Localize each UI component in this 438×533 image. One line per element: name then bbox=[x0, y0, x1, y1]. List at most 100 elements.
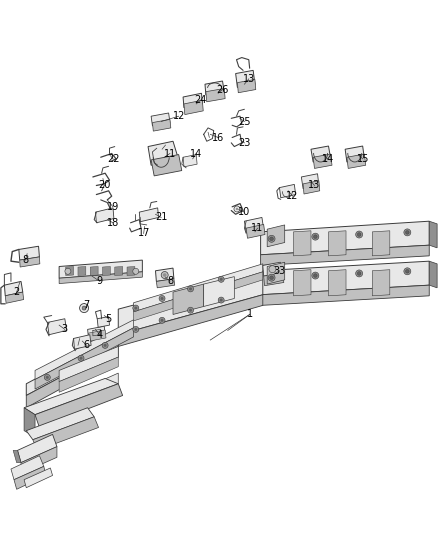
Text: 7: 7 bbox=[84, 300, 90, 310]
Polygon shape bbox=[372, 231, 390, 256]
Polygon shape bbox=[68, 373, 118, 406]
Polygon shape bbox=[151, 113, 170, 126]
Circle shape bbox=[406, 270, 409, 273]
Text: 23: 23 bbox=[238, 138, 251, 148]
Circle shape bbox=[187, 307, 194, 313]
Circle shape bbox=[187, 286, 194, 292]
Polygon shape bbox=[5, 292, 24, 303]
Polygon shape bbox=[59, 260, 142, 278]
Polygon shape bbox=[267, 262, 285, 284]
Polygon shape bbox=[102, 266, 110, 276]
Text: 8: 8 bbox=[167, 277, 173, 286]
Polygon shape bbox=[35, 384, 123, 427]
Text: 1: 1 bbox=[247, 310, 253, 319]
Polygon shape bbox=[35, 328, 134, 389]
Polygon shape bbox=[204, 277, 234, 306]
Polygon shape bbox=[134, 272, 263, 321]
Polygon shape bbox=[139, 208, 159, 222]
Polygon shape bbox=[237, 79, 256, 93]
Polygon shape bbox=[88, 326, 105, 338]
Polygon shape bbox=[74, 335, 91, 349]
Circle shape bbox=[356, 270, 363, 277]
Polygon shape bbox=[205, 81, 224, 95]
Circle shape bbox=[268, 274, 275, 281]
Polygon shape bbox=[372, 270, 390, 296]
Text: 19: 19 bbox=[107, 202, 119, 212]
Polygon shape bbox=[151, 155, 182, 176]
Circle shape bbox=[269, 265, 276, 273]
Text: 21: 21 bbox=[155, 213, 167, 222]
Polygon shape bbox=[59, 272, 142, 284]
Polygon shape bbox=[21, 447, 57, 473]
Circle shape bbox=[78, 355, 84, 361]
Text: 16: 16 bbox=[212, 133, 224, 142]
Circle shape bbox=[406, 231, 409, 234]
Polygon shape bbox=[155, 268, 174, 281]
Polygon shape bbox=[301, 174, 319, 189]
Circle shape bbox=[134, 328, 137, 331]
Polygon shape bbox=[236, 70, 255, 87]
Text: 13: 13 bbox=[308, 181, 321, 190]
Polygon shape bbox=[261, 261, 429, 295]
Polygon shape bbox=[313, 154, 332, 168]
Polygon shape bbox=[293, 270, 311, 296]
Polygon shape bbox=[26, 408, 94, 440]
Polygon shape bbox=[14, 466, 46, 489]
Polygon shape bbox=[19, 246, 39, 260]
Circle shape bbox=[220, 298, 223, 302]
Polygon shape bbox=[183, 93, 202, 108]
Text: 11: 11 bbox=[164, 149, 176, 158]
Text: 2: 2 bbox=[14, 287, 20, 297]
Circle shape bbox=[268, 235, 275, 243]
Polygon shape bbox=[328, 270, 346, 296]
Circle shape bbox=[102, 342, 108, 349]
Circle shape bbox=[133, 305, 139, 311]
Polygon shape bbox=[293, 231, 311, 256]
Polygon shape bbox=[264, 273, 284, 286]
Polygon shape bbox=[183, 155, 197, 167]
Circle shape bbox=[80, 304, 88, 312]
Circle shape bbox=[220, 278, 223, 281]
Text: 3: 3 bbox=[62, 325, 68, 334]
Circle shape bbox=[161, 319, 163, 322]
Circle shape bbox=[159, 317, 165, 324]
Text: 17: 17 bbox=[138, 229, 150, 238]
Text: 8: 8 bbox=[22, 255, 28, 265]
Polygon shape bbox=[127, 266, 135, 276]
Polygon shape bbox=[90, 266, 98, 276]
Text: 5: 5 bbox=[106, 314, 112, 324]
Polygon shape bbox=[13, 450, 21, 463]
Polygon shape bbox=[35, 320, 134, 379]
Polygon shape bbox=[33, 417, 99, 450]
Polygon shape bbox=[88, 330, 106, 341]
Text: 18: 18 bbox=[107, 218, 119, 228]
Circle shape bbox=[161, 271, 168, 279]
Circle shape bbox=[404, 268, 411, 275]
Text: 24: 24 bbox=[194, 95, 207, 105]
Text: 15: 15 bbox=[357, 154, 369, 164]
Polygon shape bbox=[118, 271, 263, 335]
Text: 14: 14 bbox=[190, 149, 202, 158]
Circle shape bbox=[236, 208, 238, 210]
Polygon shape bbox=[59, 357, 118, 392]
Polygon shape bbox=[279, 184, 296, 198]
Polygon shape bbox=[26, 346, 118, 408]
Text: 10: 10 bbox=[238, 207, 251, 217]
Circle shape bbox=[218, 297, 224, 303]
Polygon shape bbox=[328, 231, 346, 256]
Circle shape bbox=[270, 276, 273, 279]
Polygon shape bbox=[267, 225, 285, 247]
Polygon shape bbox=[97, 317, 110, 327]
Polygon shape bbox=[429, 261, 437, 288]
Polygon shape bbox=[261, 285, 429, 305]
Polygon shape bbox=[24, 468, 53, 488]
Polygon shape bbox=[244, 217, 264, 232]
Polygon shape bbox=[118, 295, 263, 346]
Polygon shape bbox=[261, 221, 429, 255]
Circle shape bbox=[82, 306, 86, 310]
Polygon shape bbox=[156, 279, 175, 288]
Circle shape bbox=[218, 276, 224, 282]
Circle shape bbox=[159, 295, 165, 302]
Text: 20: 20 bbox=[98, 181, 110, 190]
Circle shape bbox=[163, 273, 166, 277]
